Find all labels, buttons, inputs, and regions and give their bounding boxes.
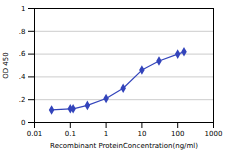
svg-text:1: 1 [21,5,25,13]
svg-text:1: 1 [104,130,108,138]
svg-text:0.01: 0.01 [27,130,43,138]
svg-text:0.1: 0.1 [65,130,76,138]
svg-text:Recombinant ProteinConcentrati: Recombinant ProteinConcentration(ng/ml) [50,142,198,150]
svg-text:.6: .6 [19,50,26,58]
svg-text:10: 10 [137,130,146,138]
svg-text:0: 0 [21,119,25,127]
svg-text:.4: .4 [19,73,26,81]
svg-text:100: 100 [171,130,184,138]
svg-text:.8: .8 [19,28,26,36]
svg-text:OD 450: OD 450 [2,52,10,79]
svg-text:.2: .2 [19,96,26,104]
svg-text:1000: 1000 [205,130,223,138]
